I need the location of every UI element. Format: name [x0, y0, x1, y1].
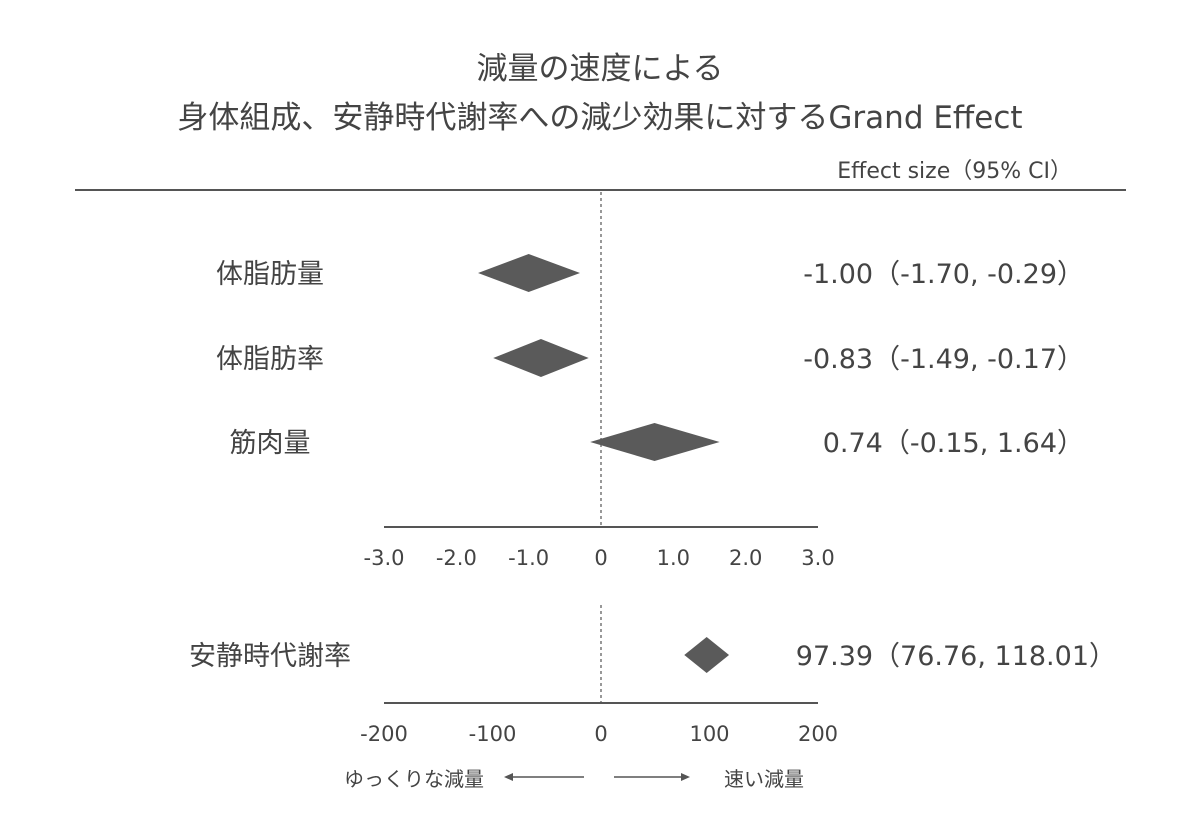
x-tick-label: 200 [798, 722, 838, 746]
effect-diamond [590, 423, 720, 461]
effect-diamond [478, 254, 581, 292]
row-label: 筋肉量 [230, 428, 311, 459]
direction-left-label: ゆっくりな減量 [344, 767, 484, 791]
x-tick-label: 0 [594, 546, 607, 570]
x-tick-label: 1.0 [657, 546, 690, 570]
chart-title-line1: 減量の速度による [476, 51, 724, 87]
effect-diamond [684, 637, 730, 673]
x-tick-label: -200 [360, 722, 408, 746]
x-tick-label: 3.0 [801, 546, 834, 570]
row-label: 体脂肪率 [216, 344, 324, 375]
chart-title-line2: 身体組成、安静時代謝率への減少効果に対するGrand Effect [177, 100, 1023, 136]
arrow-right-head [681, 773, 690, 781]
effect-ci-text: -0.83（-1.49, -0.17） [803, 344, 1084, 375]
x-tick-label: -1.0 [508, 546, 549, 570]
row-label: 体脂肪量 [216, 259, 324, 290]
effect-diamond [493, 339, 589, 377]
x-tick-label: -100 [469, 722, 517, 746]
row-label: 安静時代謝率 [189, 641, 351, 672]
effect-ci-text: 97.39（76.76, 118.01） [796, 641, 1116, 672]
effect-ci-text: -1.00（-1.70, -0.29） [803, 259, 1084, 290]
direction-right-label: 速い減量 [724, 767, 804, 791]
x-tick-label: -2.0 [436, 546, 477, 570]
x-tick-label: 0 [594, 722, 607, 746]
effect-size-header: Effect size（95% CI） [837, 159, 1072, 184]
x-tick-label: 2.0 [729, 546, 762, 570]
x-tick-label: -3.0 [364, 546, 405, 570]
x-tick-label: 100 [689, 722, 729, 746]
arrow-left-head [504, 773, 513, 781]
effect-ci-text: 0.74（-0.15, 1.64） [823, 428, 1084, 459]
